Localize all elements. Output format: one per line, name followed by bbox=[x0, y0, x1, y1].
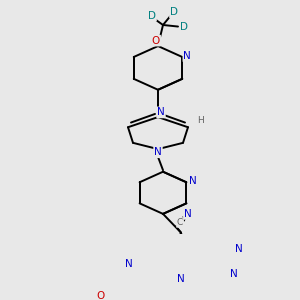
Text: H: H bbox=[196, 116, 203, 125]
Text: N: N bbox=[188, 176, 196, 187]
Text: N: N bbox=[183, 51, 191, 61]
Text: N: N bbox=[124, 259, 132, 269]
Text: N: N bbox=[157, 107, 165, 117]
Text: N: N bbox=[230, 269, 237, 279]
Text: D: D bbox=[180, 22, 188, 32]
Text: N: N bbox=[154, 147, 162, 157]
Text: C: C bbox=[177, 218, 183, 227]
Text: D: D bbox=[170, 8, 178, 17]
Text: N: N bbox=[184, 209, 192, 219]
Text: D: D bbox=[148, 11, 156, 21]
Text: N: N bbox=[177, 274, 185, 284]
Text: O: O bbox=[152, 36, 160, 46]
Text: O: O bbox=[96, 291, 105, 300]
Text: N: N bbox=[235, 244, 242, 254]
